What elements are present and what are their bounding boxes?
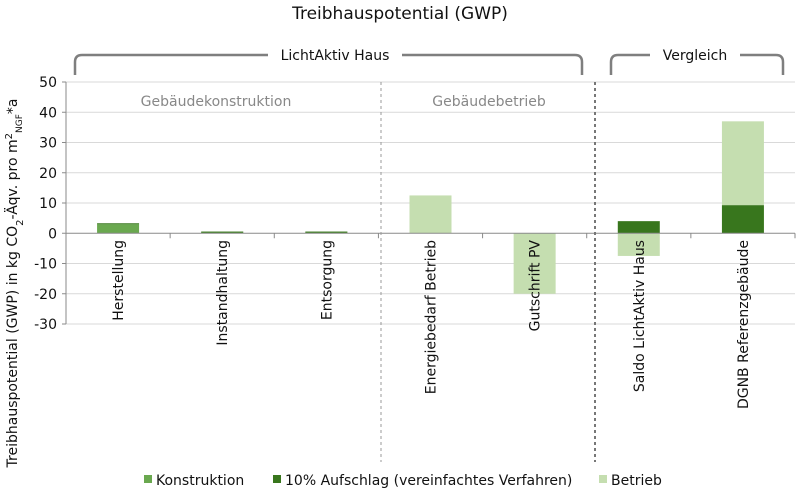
category-label: DGNB Referenzgebäude bbox=[736, 240, 752, 409]
group-label-bg-lichtaktiv bbox=[268, 44, 402, 66]
bar-1-1 bbox=[201, 231, 244, 233]
y-axis-label-mid: -Äqv. pro m bbox=[3, 139, 21, 219]
group-label-bg-vergleich bbox=[650, 44, 740, 66]
legend: Konstruktion 10% Aufschlag (vereinfachte… bbox=[144, 473, 662, 489]
category-label: Instandhaltung bbox=[215, 240, 231, 346]
bar-2-3 bbox=[409, 195, 452, 234]
y-tick-label: -10 bbox=[34, 257, 57, 273]
legend-label-aufschlag: 10% Aufschlag (vereinfachtes Verfahren) bbox=[285, 473, 572, 489]
group-label-lichtaktiv: LichtAktiv Haus bbox=[281, 48, 390, 64]
legend-label-betrieb: Betrieb bbox=[611, 473, 662, 489]
chart-title: Treibhauspotential (GWP) bbox=[291, 4, 508, 24]
group-label-vergleich: Vergleich bbox=[663, 48, 727, 64]
y-tick-label: 20 bbox=[39, 166, 57, 182]
legend-label-konstruktion: Konstruktion bbox=[156, 473, 244, 489]
y-axis-label-m-sup: 2 bbox=[4, 133, 15, 139]
bar-2-6 bbox=[721, 121, 764, 206]
y-tick-label: -30 bbox=[34, 317, 57, 333]
y-axis-label: Treibhauspotential (GWP) in kg CO2-Äqv. … bbox=[3, 99, 26, 469]
category-label: Herstellung bbox=[111, 240, 127, 321]
y-axis-label-ngf-sub: NGF bbox=[15, 114, 25, 133]
legend-swatch-aufschlag bbox=[273, 475, 281, 483]
y-ticks: 50 40 30 20 10 0 -10 -20 -30 bbox=[34, 75, 57, 333]
bar-0-0 bbox=[97, 224, 140, 234]
category-label: Energiebedarf Betrieb bbox=[424, 240, 440, 394]
category-label: Gutschrift PV bbox=[528, 240, 544, 332]
section-label-gebaeudebetrieb: Gebäudebetrieb bbox=[432, 94, 546, 110]
y-axis-label-main: Treibhauspotential (GWP) in kg CO bbox=[5, 226, 21, 469]
y-tick-label: 0 bbox=[48, 226, 57, 242]
y-tick-label: 50 bbox=[39, 75, 57, 91]
legend-swatch-betrieb bbox=[599, 475, 607, 483]
bar-1-2 bbox=[305, 231, 348, 233]
category-label: Saldo LichtAktiv Haus bbox=[632, 240, 648, 392]
category-labels: Herstellung Instandhaltung Entsorgung Energ… bbox=[111, 240, 752, 409]
bar-2-5 bbox=[617, 233, 660, 256]
y-axis-label-tail: *a bbox=[5, 99, 21, 115]
bar-2-4 bbox=[513, 233, 556, 294]
bar-1-6 bbox=[721, 205, 764, 234]
section-label-gebaeudekonstruktion: Gebäudekonstruktion bbox=[141, 94, 292, 110]
y-tick-label: 30 bbox=[39, 136, 57, 152]
y-tick-label: 10 bbox=[39, 196, 57, 212]
legend-swatch-konstruktion bbox=[144, 475, 152, 483]
category-label: Entsorgung bbox=[319, 240, 335, 320]
y-tick-label: -20 bbox=[34, 287, 57, 303]
bar-1-5 bbox=[617, 221, 660, 234]
y-tick-label: 40 bbox=[39, 105, 57, 121]
y-axis-label-co2-sub: 2 bbox=[15, 219, 26, 225]
bar-1-0 bbox=[97, 223, 140, 225]
bars bbox=[97, 121, 764, 294]
